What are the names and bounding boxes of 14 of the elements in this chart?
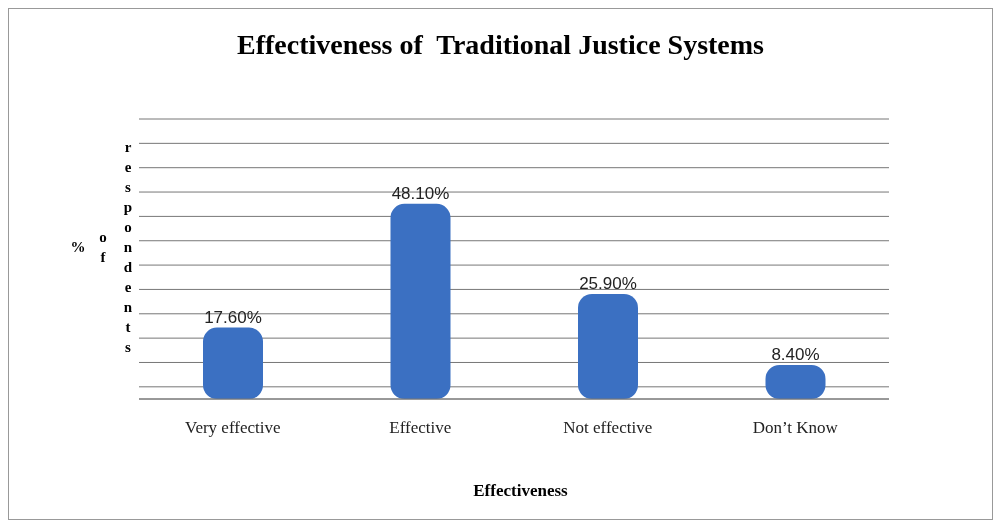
- bar: [390, 203, 451, 399]
- x-axis-title: Effectiveness: [472, 481, 569, 501]
- x-tick-label: Effective: [389, 418, 452, 438]
- data-label: 48.10%: [391, 183, 450, 203]
- bar: [578, 293, 638, 399]
- data-label: 8.40%: [771, 344, 820, 364]
- x-tick-label: Very effective: [185, 418, 281, 438]
- x-tick-label: Not effective: [563, 418, 653, 438]
- bar: [203, 327, 263, 399]
- x-tick-label: Don’t Know: [752, 418, 839, 438]
- chart-title: Effectiveness of Traditional Justice Systems: [236, 29, 765, 61]
- data-label: 25.90%: [579, 273, 637, 293]
- data-label: 17.60%: [204, 307, 262, 327]
- y-axis-title: % of respondents: [69, 139, 136, 359]
